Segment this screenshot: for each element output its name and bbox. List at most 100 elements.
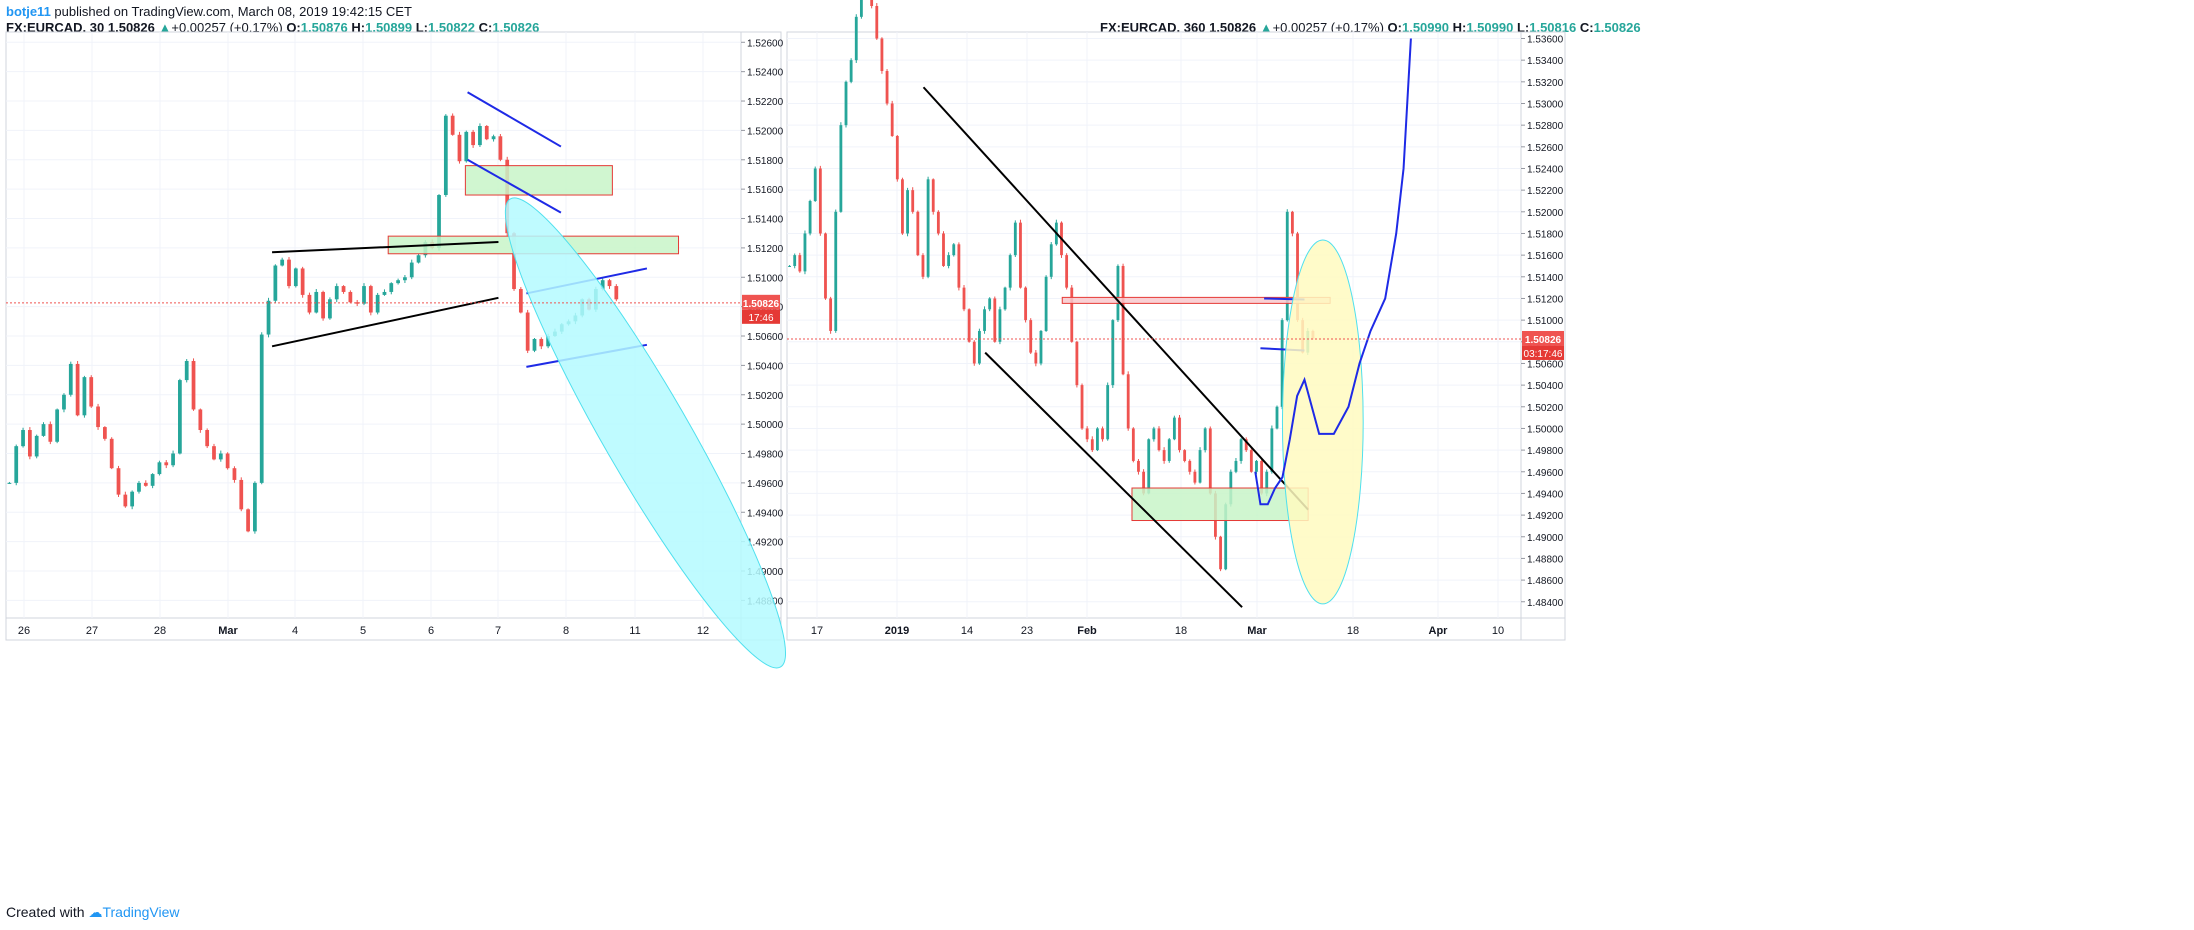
panel-frame — [786, 31, 1566, 641]
close-value: 1.50826 — [1593, 20, 1641, 35]
candle-up — [1039, 330, 1043, 364]
candle-down — [962, 287, 966, 310]
candle-up — [859, 0, 863, 17]
x-tick-label: 18 — [1175, 625, 1187, 637]
candle-up — [273, 265, 278, 301]
tradingview-link[interactable]: TradingView — [102, 904, 180, 920]
candle-up — [55, 409, 60, 442]
countdown-label: 17:46 — [748, 313, 773, 324]
candle-up — [62, 394, 66, 410]
candle-down — [1296, 233, 1299, 321]
candle-down — [1024, 287, 1027, 321]
open-label: O: — [1387, 20, 1402, 35]
candle-up — [906, 190, 909, 234]
x-tick-label: 11 — [629, 625, 640, 637]
trendline-black — [984, 351, 1243, 608]
candle-down — [1260, 460, 1264, 494]
candle-up — [68, 363, 73, 395]
up-arrow-icon: ▲ — [158, 20, 172, 35]
candle-up — [171, 453, 175, 466]
candle-down — [798, 255, 802, 272]
price-change: +0.00257 (+0.17%) — [1272, 20, 1384, 35]
candle-up — [1008, 255, 1012, 288]
candle-down — [1142, 471, 1146, 494]
candle-down — [109, 438, 114, 469]
y-tick-label: 1.52400 — [1527, 164, 1564, 175]
candle-down — [198, 409, 203, 431]
y-tick-label: 1.51000 — [1527, 316, 1564, 327]
candle-up — [1147, 439, 1151, 494]
candle-up — [952, 244, 956, 256]
y-tick-label: 1.51600 — [1527, 251, 1564, 262]
symbol-line-left: FX:EURCAD, 30 1.50826 ▲+0.00257 (+0.17%)… — [6, 20, 539, 35]
trendline-black — [272, 241, 499, 254]
close-value: 1.50826 — [492, 20, 540, 35]
x-tick-label: 4 — [292, 625, 298, 637]
x-tick-label: 23 — [1021, 625, 1033, 637]
candle-up — [1265, 471, 1269, 494]
y-tick-label: 1.49800 — [747, 450, 784, 461]
candle-down — [143, 482, 148, 486]
footer: Created with ☁TradingView — [6, 904, 180, 921]
candle-down — [1131, 428, 1135, 461]
candle-up — [443, 115, 448, 196]
candle-down — [1101, 428, 1104, 440]
candle-down — [1178, 417, 1181, 451]
tradingview-logo-icon[interactable]: ☁ — [88, 904, 103, 920]
candle-up — [280, 259, 285, 266]
candle-up — [977, 330, 981, 364]
y-tick-label: 1.50400 — [747, 361, 784, 372]
x-tick-label: 18 — [1347, 625, 1359, 637]
candle-up — [546, 336, 550, 347]
countdown-label: 03:17:46 — [1524, 349, 1563, 360]
candle-up — [1111, 320, 1115, 386]
x-tick-label: 10 — [1492, 625, 1504, 637]
y-tick-label: 1.49000 — [747, 567, 784, 578]
candle-up — [834, 211, 838, 331]
y-tick-label: 1.51400 — [747, 215, 784, 226]
candle-down — [993, 298, 997, 342]
candle-up — [1234, 460, 1238, 472]
y-tick-label: 1.49400 — [1527, 489, 1564, 500]
y-tick-label: 1.52200 — [747, 97, 784, 108]
ellipse-cyan — [504, 197, 787, 669]
y-tick-label: 1.49600 — [747, 479, 784, 490]
candle-down — [916, 211, 920, 256]
candle-down — [1121, 265, 1125, 375]
candle-down — [505, 159, 510, 234]
candle-down — [321, 291, 325, 319]
candle-up — [1255, 460, 1258, 472]
candle-down — [1019, 222, 1022, 288]
y-tick-label: 1.52600 — [1527, 143, 1564, 154]
y-tick-label: 1.51200 — [747, 244, 784, 255]
candle-up — [14, 446, 19, 483]
candle-up — [259, 334, 264, 483]
ellipse-yellow — [1281, 239, 1364, 605]
candle-up — [157, 462, 162, 475]
y-tick-label: 1.50400 — [1527, 381, 1564, 392]
publish-header: botje11 published on TradingView.com, Ma… — [6, 4, 412, 20]
trendline-blue — [467, 91, 562, 148]
candle-down — [103, 427, 107, 439]
supply-zone-1 — [464, 165, 613, 196]
low-label: L: — [415, 20, 429, 35]
candle-up — [293, 268, 298, 287]
candle-up — [839, 125, 843, 212]
price-change: +0.00257 (+0.17%) — [171, 20, 283, 35]
y-tick-label: 1.48400 — [1527, 598, 1564, 609]
y-tick-label: 1.48600 — [1527, 576, 1564, 587]
candle-up — [998, 309, 1002, 342]
candle-down — [498, 136, 503, 160]
y-tick-label: 1.52400 — [747, 68, 784, 79]
x-tick-label: 17 — [811, 625, 823, 637]
candle-up — [854, 16, 858, 61]
publish-info: published on TradingView.com, March 08, … — [50, 4, 412, 19]
low-value: 1.50822 — [428, 20, 476, 35]
x-tick-label: Mar — [218, 625, 238, 637]
y-tick-label: 1.50600 — [1527, 359, 1564, 370]
author-name[interactable]: botje11 — [6, 4, 51, 19]
candle-down — [27, 430, 32, 457]
y-tick-label: 1.51200 — [1527, 294, 1564, 305]
x-tick-label: Apr — [1429, 625, 1449, 637]
